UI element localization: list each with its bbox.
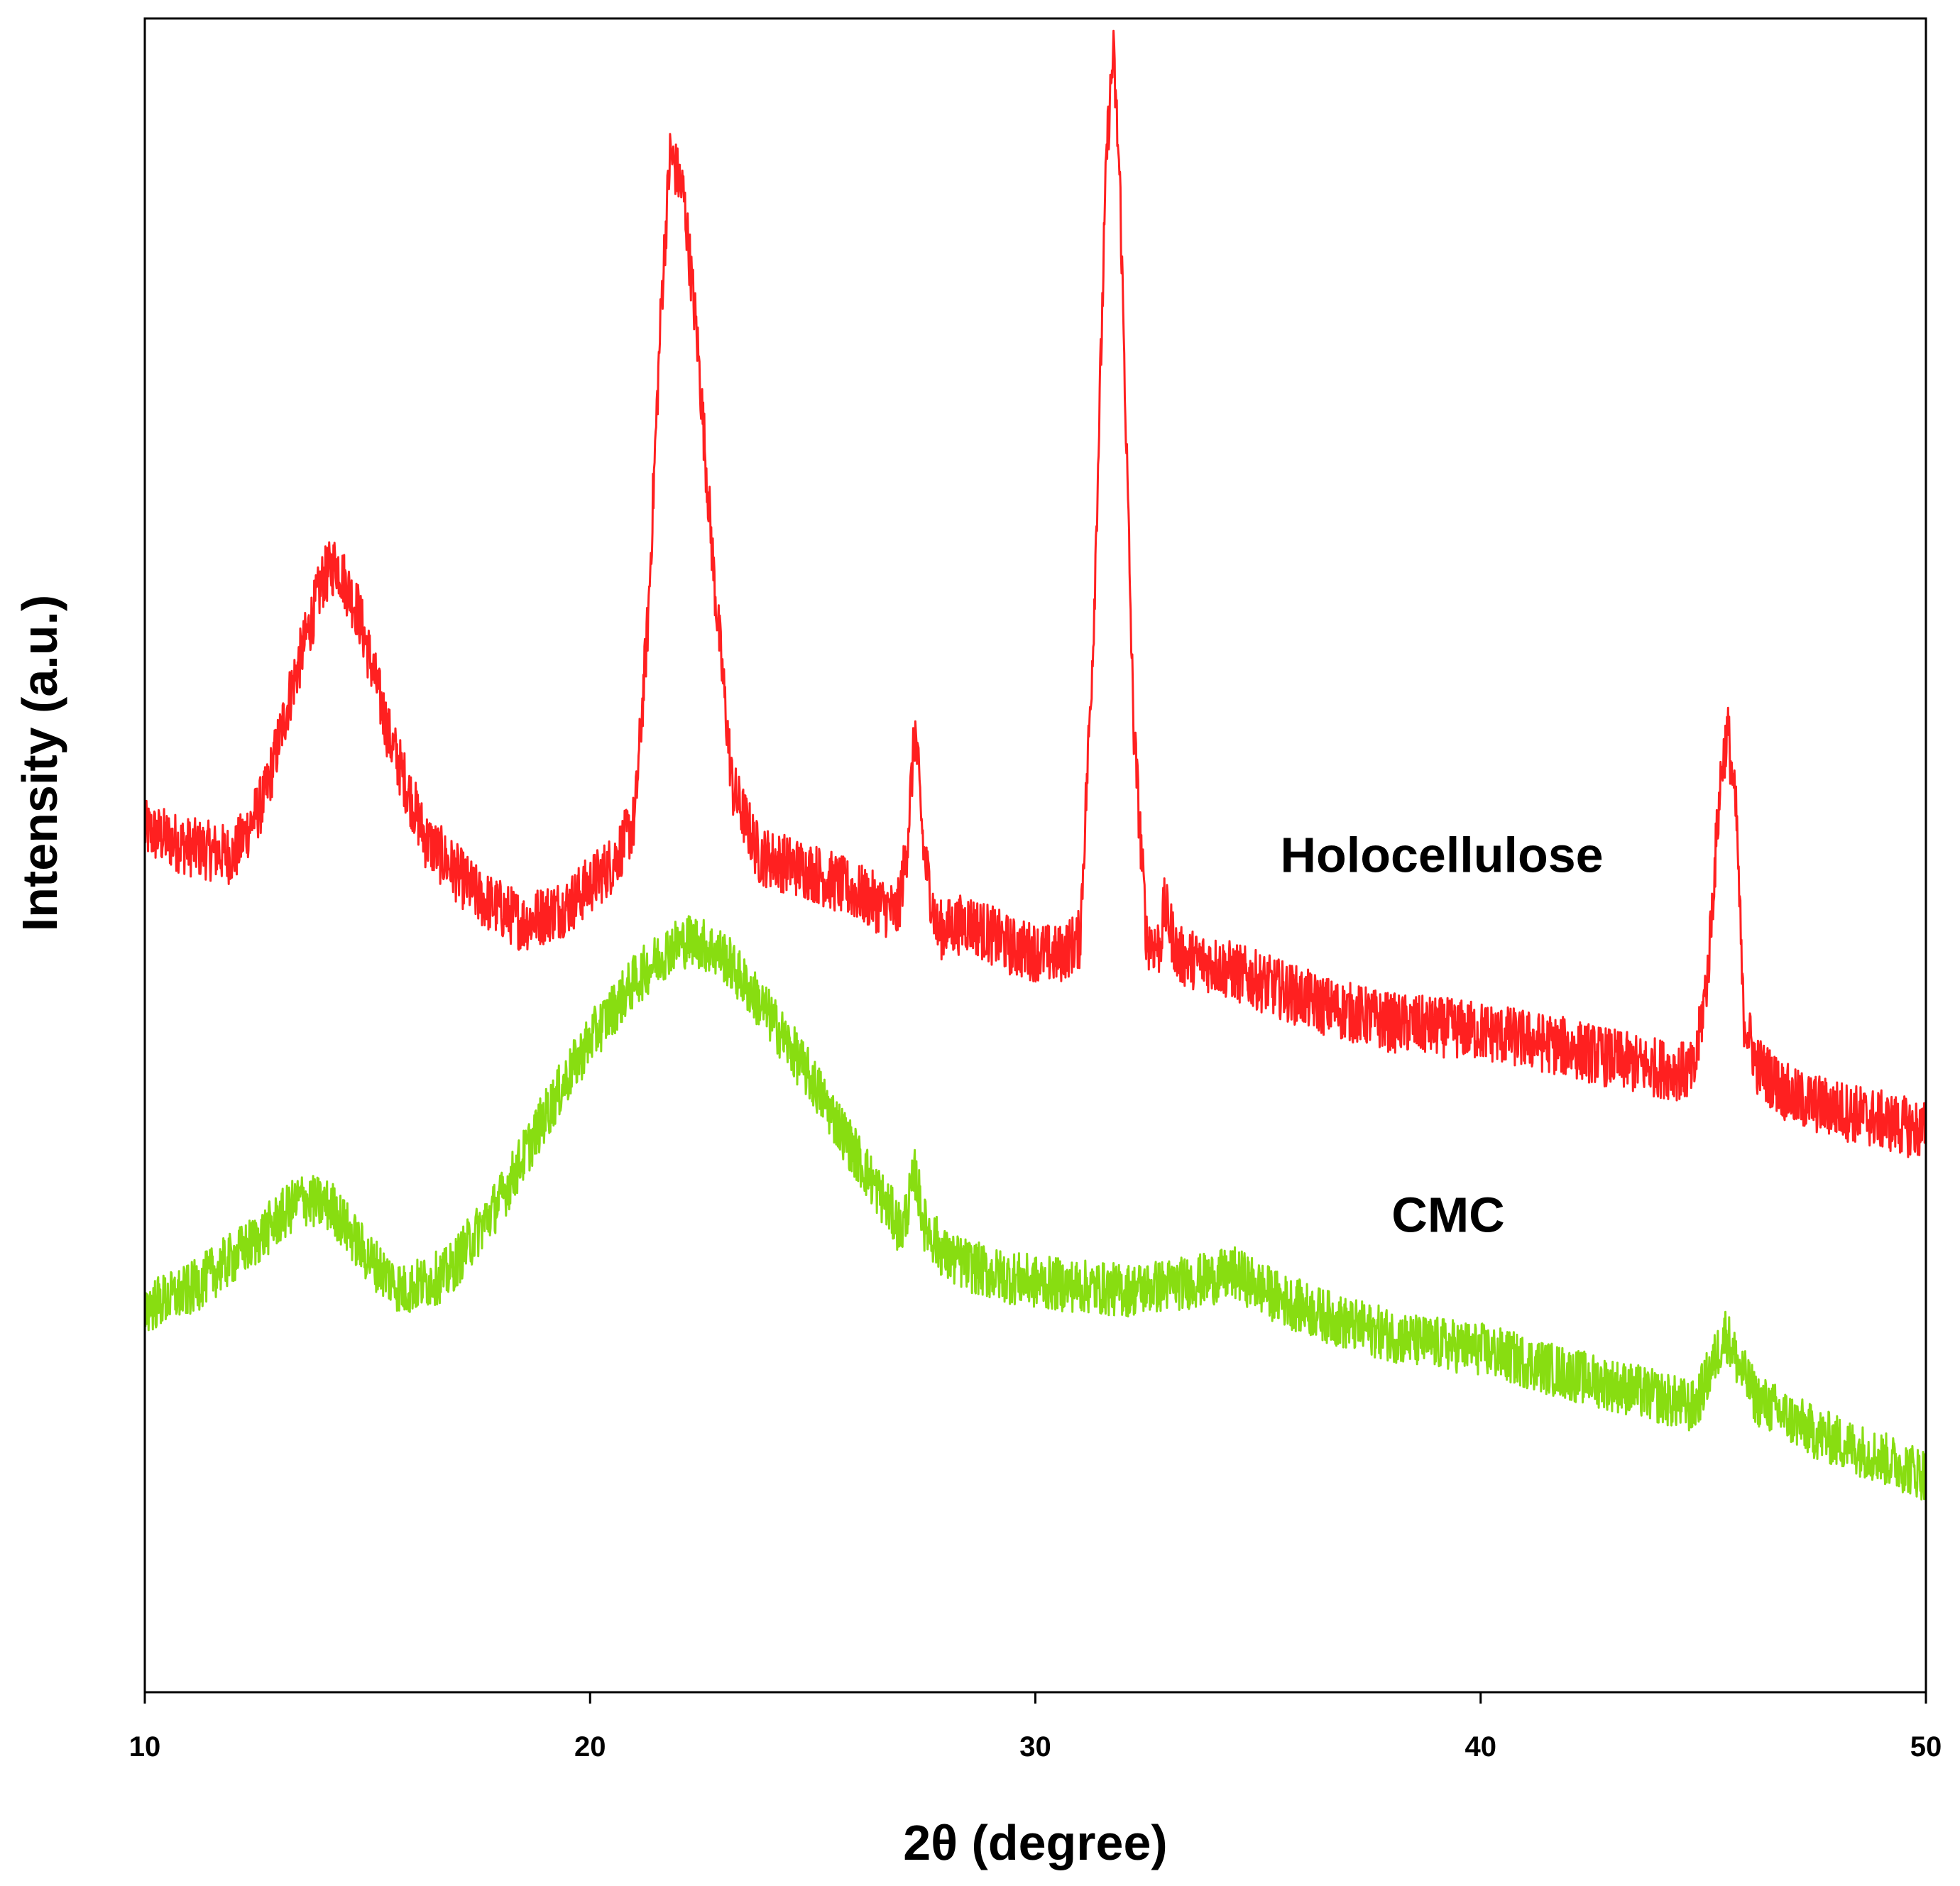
x-tick-label-10: 10 bbox=[129, 1731, 161, 1762]
series-label-cmc: CMC bbox=[1391, 1188, 1504, 1243]
x-tick-label-30: 30 bbox=[1019, 1731, 1051, 1762]
x-tick-label-50: 50 bbox=[1910, 1731, 1942, 1762]
series-line-holocellulose bbox=[143, 29, 1927, 1158]
x-tick-label-40: 40 bbox=[1465, 1731, 1497, 1762]
series-labels: Holocellulose CMC bbox=[1280, 828, 1603, 1243]
x-tick-label-20: 20 bbox=[574, 1731, 606, 1762]
series-label-holocellulose: Holocellulose bbox=[1280, 828, 1603, 883]
x-axis-ticks: 10 20 30 40 50 bbox=[129, 1692, 1942, 1762]
series-layer bbox=[143, 29, 1927, 1501]
series-line-cmc bbox=[143, 915, 1927, 1501]
plot-frame bbox=[143, 17, 1927, 1694]
y-axis-title: Intensity (a.u.) bbox=[12, 595, 67, 931]
x-axis-title: 2θ (degree) bbox=[903, 1815, 1167, 1870]
